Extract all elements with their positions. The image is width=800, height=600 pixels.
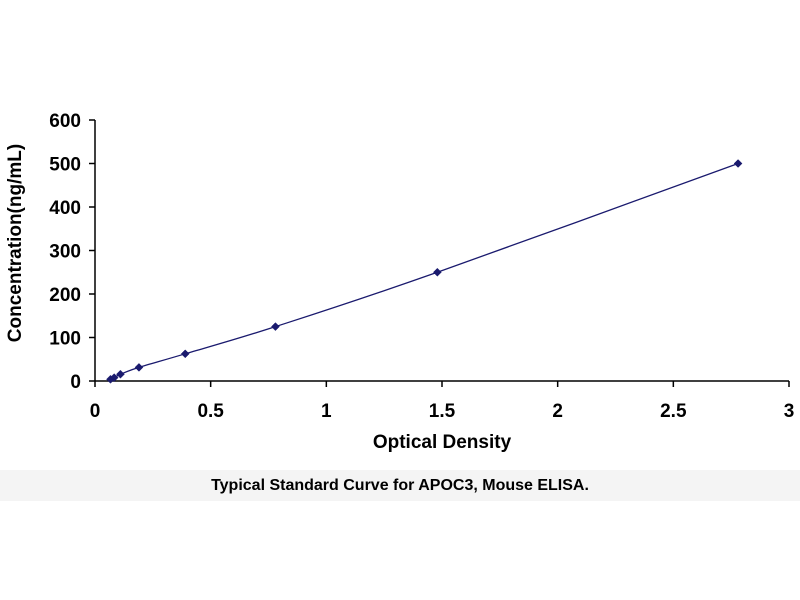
- y-tick-label: 100: [49, 329, 81, 350]
- data-point-marker: [271, 322, 280, 331]
- y-tick-label: 300: [49, 242, 81, 263]
- x-tick-label: 0.5: [197, 401, 224, 422]
- figure-caption: Typical Standard Curve for APOC3, Mouse …: [211, 477, 589, 494]
- x-axis-ticks: 0 0.5 1 1.5 2 2.5 3: [90, 381, 795, 422]
- data-point-marker: [134, 363, 144, 372]
- data-series: [106, 159, 743, 384]
- y-tick-label: 400: [49, 198, 81, 219]
- y-axis-title: Concentration(ng/mL): [5, 144, 26, 342]
- y-axis-ticks: 0 100 200 300 400 500 600: [49, 111, 95, 393]
- x-tick-label: 1: [321, 401, 332, 422]
- x-axis-title: Optical Density: [373, 432, 512, 453]
- caption-background: [0, 470, 800, 501]
- x-tick-label: 2: [552, 401, 563, 422]
- x-tick-label: 2.5: [660, 401, 687, 422]
- y-tick-label: 500: [49, 155, 81, 176]
- x-tick-label: 1.5: [429, 401, 456, 422]
- y-tick-label: 200: [49, 285, 81, 306]
- data-point-marker: [116, 369, 125, 379]
- y-tick-label: 600: [49, 111, 81, 132]
- data-point-marker: [433, 267, 442, 277]
- x-tick-label: 3: [784, 401, 795, 422]
- axes: [94, 120, 789, 382]
- data-point-marker: [733, 159, 743, 168]
- data-point-marker: [109, 373, 119, 382]
- data-point-marker: [180, 349, 190, 359]
- y-tick-label: 0: [70, 372, 81, 393]
- x-tick-label: 0: [90, 401, 101, 422]
- series-line: [110, 162, 739, 380]
